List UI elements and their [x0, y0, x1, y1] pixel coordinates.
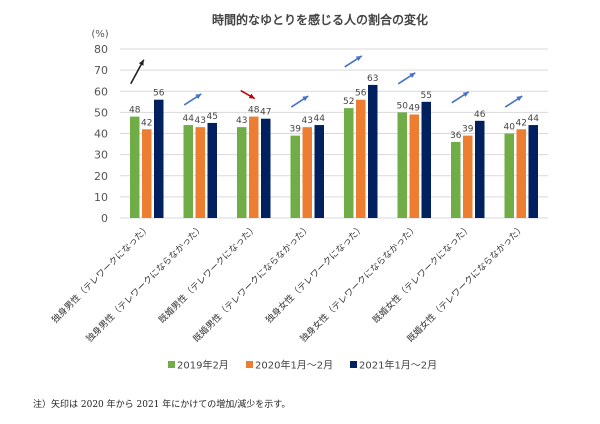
bar	[451, 141, 461, 218]
bar	[356, 99, 366, 218]
bar	[237, 127, 247, 218]
legend-label: 2019年2月	[177, 359, 229, 372]
bar	[475, 120, 485, 218]
y-tick-label: 0	[101, 212, 108, 225]
data-label: 39	[462, 125, 474, 135]
bar	[344, 108, 354, 218]
bar	[154, 99, 164, 218]
y-tick-label: 10	[94, 191, 108, 204]
data-label: 36	[450, 131, 462, 141]
arrow-up-icon	[462, 91, 469, 97]
bar	[314, 125, 324, 218]
data-label: 56	[355, 89, 367, 99]
data-label: 55	[421, 91, 432, 101]
bar	[130, 116, 140, 218]
bar	[463, 135, 473, 218]
bar	[368, 84, 378, 218]
bar	[302, 127, 312, 218]
data-label: 44	[183, 114, 195, 124]
bar	[195, 127, 205, 218]
arrow-up-icon	[138, 59, 144, 66]
bar	[504, 133, 514, 218]
data-label: 40	[504, 123, 516, 133]
bar	[261, 118, 271, 218]
x-tick-label: 独身女性（テレワークにならなかった）	[297, 222, 420, 345]
x-tick-label: 独身女性（テレワークになった）	[263, 222, 367, 326]
legend-label: 2020年1月～2月	[255, 359, 333, 372]
data-label: 47	[260, 108, 271, 118]
bar	[421, 101, 431, 218]
bar	[290, 135, 300, 218]
y-tick-label: 50	[94, 106, 108, 119]
data-label: 49	[409, 103, 421, 113]
data-label: 44	[314, 114, 326, 124]
bar	[409, 114, 419, 218]
y-tick-label: 20	[94, 170, 108, 183]
arrow-up-icon	[355, 55, 362, 62]
bar	[183, 125, 193, 218]
legend-swatch	[246, 361, 253, 368]
data-label: 45	[207, 112, 218, 122]
arrow-up-icon	[302, 96, 309, 102]
x-tick-label: 既婚男性（テレワークになった）	[156, 222, 260, 326]
chart-title: 時間的なゆとりを感じる人の割合の変化	[212, 12, 428, 27]
bar	[516, 129, 526, 218]
legend-label: 2021年1月～2月	[359, 359, 437, 372]
bar	[397, 112, 407, 218]
legend-swatch	[350, 361, 357, 368]
data-label: 43	[302, 116, 313, 126]
data-label: 63	[367, 74, 378, 84]
footnote: 注）矢印は 2020 年から 2021 年にかけての増加/減少を示す。	[33, 400, 291, 410]
y-tick-label: 40	[94, 128, 108, 141]
y-tick-label: 80	[94, 43, 108, 56]
y-axis-label: (%)	[91, 29, 108, 40]
y-tick-label: 60	[94, 85, 108, 98]
data-label: 42	[516, 118, 527, 128]
legend-swatch	[168, 361, 175, 368]
bar	[142, 129, 152, 218]
data-label: 50	[397, 101, 409, 111]
data-label: 48	[129, 106, 141, 116]
x-tick-label: 既婚女性（テレワークにならなかった）	[404, 222, 527, 345]
x-tick-label: 既婚男性（テレワークにならなかった）	[190, 222, 313, 345]
data-label: 44	[528, 114, 540, 124]
bar	[207, 122, 217, 218]
data-label: 56	[153, 89, 165, 99]
y-tick-label: 70	[94, 64, 108, 77]
data-label: 43	[236, 116, 247, 126]
x-tick-label: 独身男性（テレワークになった）	[49, 222, 153, 326]
x-tick-label: 独身男性（テレワークにならなかった）	[83, 222, 206, 345]
bar	[249, 116, 259, 218]
arrow-down-icon	[248, 93, 255, 99]
arrow-up-icon	[409, 72, 416, 78]
arrow-up-icon	[195, 93, 202, 100]
bar	[528, 125, 538, 218]
data-label: 52	[343, 97, 354, 107]
y-tick-label: 30	[94, 149, 108, 162]
data-label: 39	[290, 125, 302, 135]
arrow-up-icon	[516, 96, 523, 102]
data-label: 46	[474, 110, 486, 120]
x-tick-label: 既婚女性（テレワークになった）	[370, 222, 474, 326]
data-label: 42	[141, 118, 152, 128]
data-label: 43	[195, 116, 206, 126]
data-label: 48	[248, 106, 260, 116]
